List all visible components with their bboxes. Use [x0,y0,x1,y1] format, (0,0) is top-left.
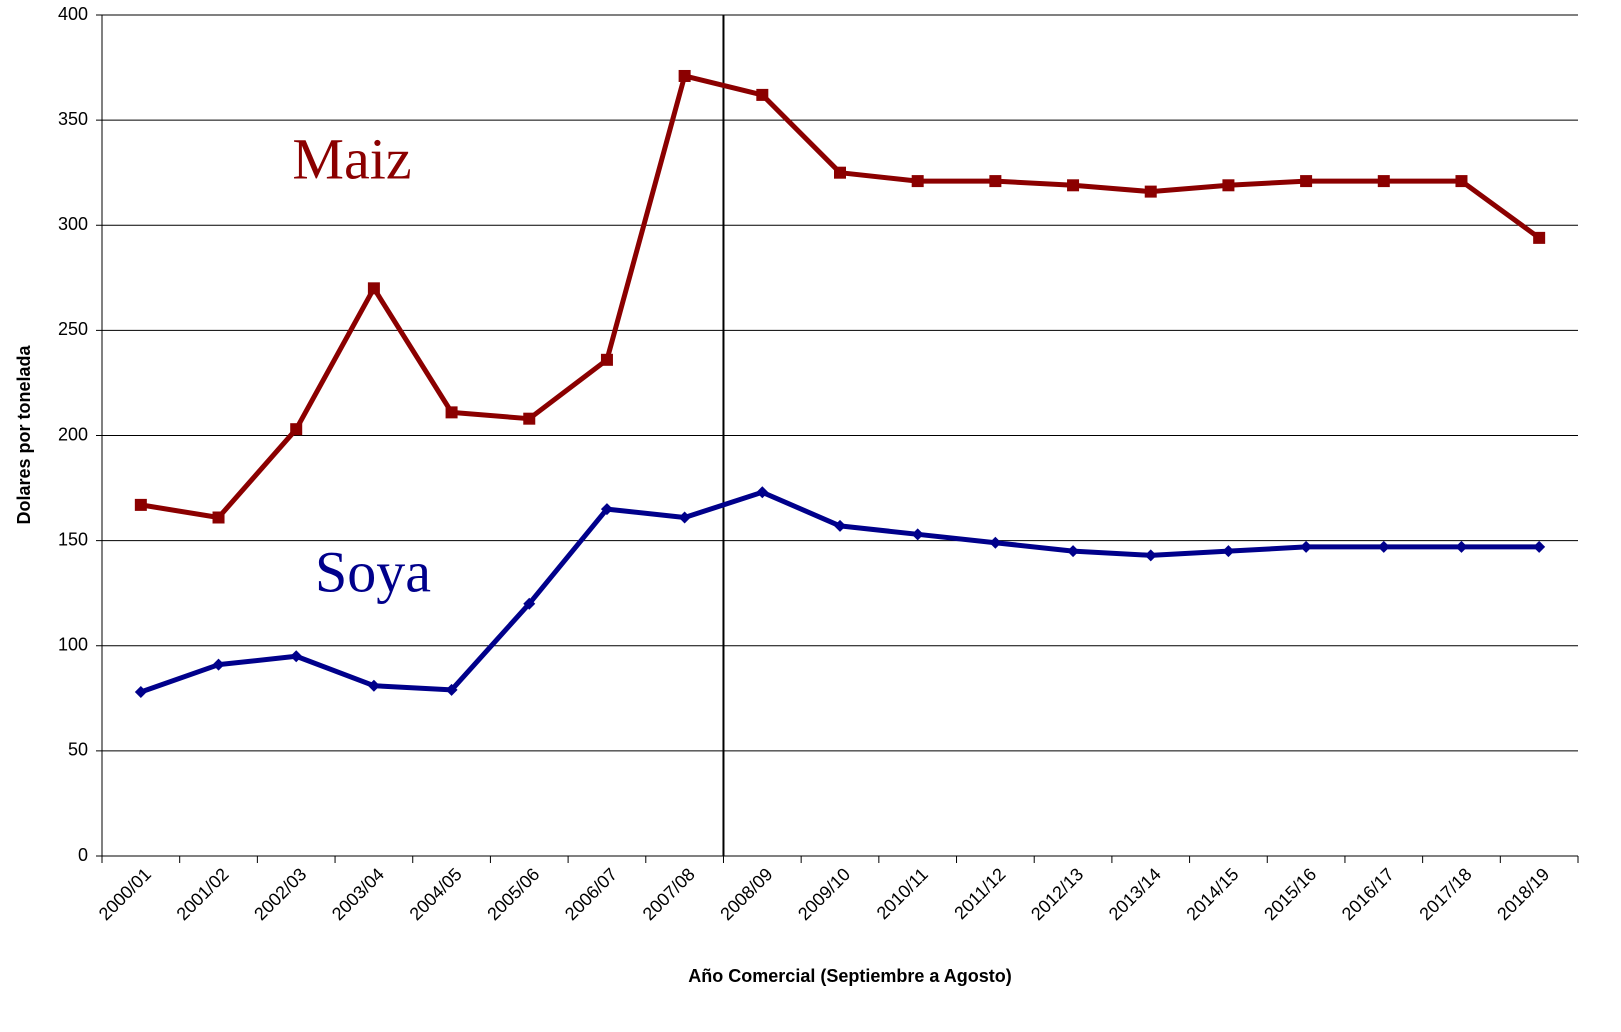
marker [290,423,303,436]
y-tick-label: 50 [68,740,88,760]
marker [756,486,769,499]
marker [1377,175,1390,188]
y-tick-label: 400 [58,4,88,24]
marker [523,412,536,425]
marker [212,511,225,524]
x-tick-label: 2004/05 [406,864,466,924]
marker [989,175,1002,188]
y-tick-label: 0 [78,845,88,865]
marker [1222,179,1235,192]
x-tick-label: 2007/08 [639,864,699,924]
marker [367,282,380,295]
marker [1533,231,1546,244]
x-tick-label: 2014/15 [1182,864,1242,924]
marker [678,69,691,82]
marker [834,519,846,532]
x-tick-label: 2011/12 [950,864,1009,923]
y-tick-label: 350 [58,109,88,129]
marker [1533,540,1546,553]
marker [445,683,458,696]
x-tick-label: 2002/03 [250,864,310,924]
marker [1067,179,1080,192]
marker [834,166,846,179]
x-tick-label: 2009/10 [794,864,854,924]
marker [1300,540,1313,553]
marker [134,686,147,699]
marker [678,511,691,524]
series-annotation: Soya [315,539,431,604]
x-tick-label: 2001/02 [173,864,233,924]
y-tick-label: 150 [58,529,88,549]
marker [1455,540,1468,553]
marker [600,503,613,516]
marker [1144,185,1157,198]
marker [367,679,380,692]
series-annotation: Maiz [292,126,411,191]
x-tick-label: 2012/13 [1027,864,1087,924]
marker [911,528,924,541]
marker [445,406,458,419]
marker [212,658,225,671]
marker [600,353,613,366]
marker [1455,175,1468,188]
marker [134,498,147,511]
y-tick-label: 100 [58,635,88,655]
x-tick-label: 2016/17 [1338,864,1398,924]
x-tick-label: 2013/14 [1105,864,1165,924]
marker [989,536,1002,549]
x-tick-label: 2017/18 [1416,864,1476,924]
x-tick-label: 2015/16 [1260,864,1320,924]
marker [523,597,536,610]
y-tick-label: 300 [58,214,88,234]
x-tick-label: 2000/01 [95,864,155,924]
marker [1067,545,1080,558]
marker [1222,545,1235,558]
marker [1300,175,1313,188]
y-axis-title: Dolares por tonelada [14,344,34,524]
marker [1377,540,1390,553]
marker [1144,549,1157,562]
x-tick-label: 2006/07 [561,864,621,924]
x-tick-label: 2010/11 [873,864,932,923]
x-tick-label: 2005/06 [483,864,543,924]
y-tick-label: 200 [58,424,88,444]
marker [290,650,303,663]
y-tick-label: 250 [58,319,88,339]
x-tick-label: 2008/09 [716,864,776,924]
marker [911,175,924,188]
x-tick-label: 2003/04 [328,864,388,924]
x-tick-label: 2018/19 [1493,864,1553,924]
marker [756,88,769,101]
x-axis-title: Año Comercial (Septiembre a Agosto) [688,966,1011,986]
